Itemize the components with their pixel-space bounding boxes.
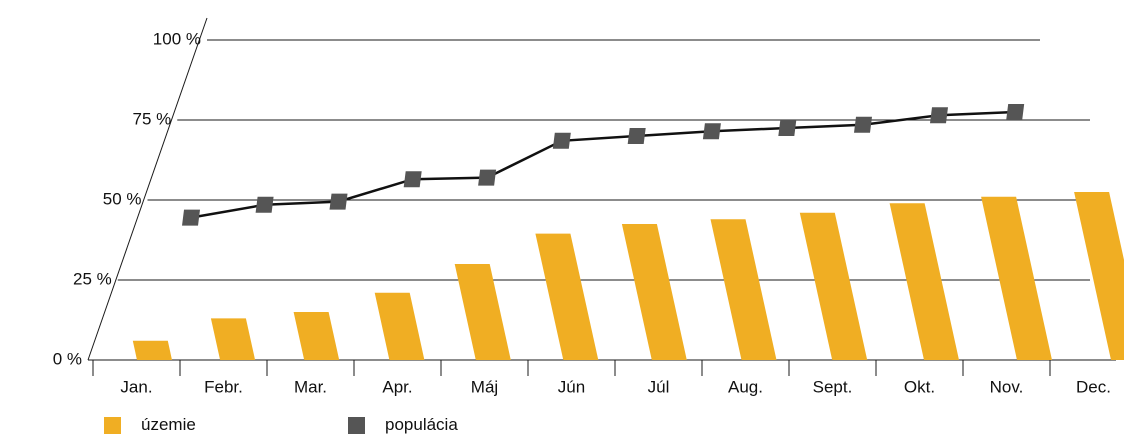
x-tick-label: Mar.	[294, 377, 327, 396]
x-tick-label: Máj	[471, 377, 498, 396]
point-marker	[778, 120, 797, 136]
legend-item-uzemie: územie	[104, 414, 196, 436]
point-marker	[702, 123, 721, 140]
bar	[132, 340, 172, 360]
bar	[293, 312, 340, 360]
bar	[981, 196, 1052, 360]
point-marker	[627, 128, 646, 144]
line-series-populacia	[182, 104, 1025, 226]
x-tick-label: Júl	[648, 377, 670, 396]
point-marker	[552, 132, 571, 149]
y-axis-line	[87, 17, 208, 361]
point-marker	[403, 171, 422, 188]
bar	[374, 292, 425, 360]
bar	[889, 203, 959, 360]
x-tick-label: Okt.	[904, 377, 935, 396]
bar	[799, 212, 868, 360]
y-tick-label: 100 %	[153, 29, 201, 48]
x-tick-label: Jún	[558, 377, 585, 396]
legend-item-populacia: populácia	[348, 414, 458, 436]
bar	[1074, 192, 1124, 360]
y-tick-label: 50 %	[103, 189, 142, 208]
bar	[710, 219, 777, 360]
point-marker	[478, 169, 497, 186]
bar	[210, 318, 256, 360]
legend-label-uzemie: územie	[141, 415, 196, 434]
x-tick-label: Dec.	[1076, 377, 1111, 396]
x-tick-label: Nov.	[990, 377, 1024, 396]
point-marker	[182, 209, 200, 226]
y-axis-tick-labels: 0 % 25 % 50 % 75 % 100 %	[53, 29, 201, 368]
y-tick-label: 0 %	[53, 349, 82, 368]
bar	[621, 224, 687, 360]
bar	[535, 233, 599, 360]
point-marker	[1006, 104, 1025, 120]
x-tick-label: Aug.	[728, 377, 763, 396]
grid-lines	[87, 17, 1116, 376]
point-marker	[255, 196, 274, 213]
x-tick-label: Apr.	[382, 377, 412, 396]
x-tick-label: Febr.	[204, 377, 243, 396]
point-marker	[329, 193, 348, 210]
x-tick-label: Sept.	[813, 377, 853, 396]
bar-series-uzemie	[132, 192, 1124, 360]
bar	[454, 264, 511, 360]
series-line	[190, 110, 1016, 219]
x-axis-tick-labels: Jan. Febr. Mar. Apr. Máj Jún Júl Aug. Sept. Okt. N…	[120, 377, 1111, 396]
legend-swatch-populacia	[348, 416, 365, 434]
x-tick-label: Jan.	[120, 377, 152, 396]
legend-label-populacia: populácia	[385, 415, 458, 434]
y-tick-label: 25 %	[73, 269, 112, 288]
y-tick-label: 75 %	[133, 109, 172, 128]
legend-swatch-uzemie	[104, 416, 121, 434]
point-marker	[854, 116, 872, 133]
point-marker	[930, 107, 948, 124]
